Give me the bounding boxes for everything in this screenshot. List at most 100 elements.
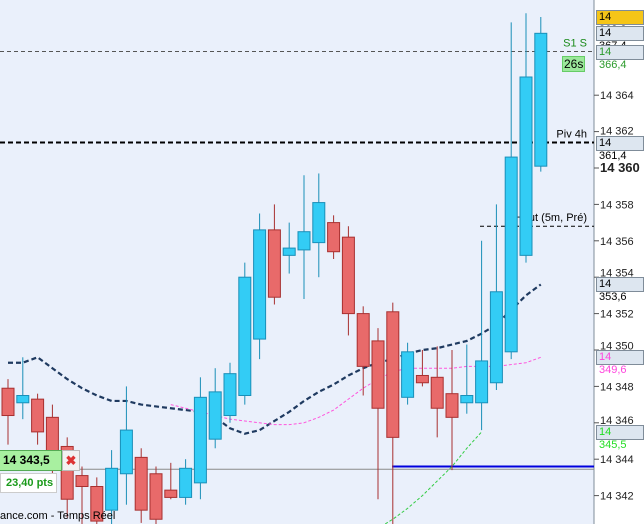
moving-average-line bbox=[384, 431, 482, 524]
price-tag: 14 345,5 bbox=[596, 424, 644, 451]
candle bbox=[45, 404, 59, 487]
y-tick-label: 14 356 bbox=[600, 236, 634, 248]
y-tick-label: 14 350 bbox=[600, 340, 634, 352]
candle-body bbox=[371, 340, 385, 409]
candle bbox=[356, 306, 370, 396]
y-tick-label: 14 362 bbox=[600, 126, 634, 138]
candle bbox=[401, 342, 415, 405]
price-tag: 14 368,3 bbox=[596, 9, 644, 36]
candle bbox=[238, 262, 252, 405]
candle bbox=[208, 368, 222, 449]
candle-body bbox=[193, 396, 207, 484]
candle-body bbox=[519, 76, 533, 256]
candle-body bbox=[504, 156, 518, 353]
candle-body bbox=[105, 467, 119, 511]
candle-body bbox=[149, 473, 163, 520]
order-box[interactable]: 14 343,5 bbox=[0, 450, 62, 471]
candle-body bbox=[208, 391, 222, 440]
candle-body bbox=[401, 351, 415, 398]
order-distance: 23,40 pts bbox=[0, 473, 57, 493]
candle bbox=[504, 22, 518, 360]
level-label: Piv 4h bbox=[556, 129, 587, 141]
candle bbox=[253, 213, 267, 360]
candle-body bbox=[475, 360, 489, 404]
candle bbox=[327, 215, 341, 259]
candle bbox=[489, 204, 503, 391]
y-tick-label: 14 358 bbox=[600, 199, 634, 211]
candle bbox=[1, 379, 15, 445]
candle bbox=[16, 357, 30, 420]
moving-average-line bbox=[8, 283, 542, 435]
candle bbox=[460, 344, 474, 414]
candle bbox=[371, 328, 385, 500]
cancel-order-button[interactable]: ✖ bbox=[62, 450, 80, 471]
y-tick-label: 14 342 bbox=[600, 491, 634, 503]
candle-body bbox=[179, 467, 193, 498]
candle-body bbox=[267, 229, 281, 298]
candle bbox=[534, 16, 548, 172]
level-label: Haut (5m, Pré) bbox=[515, 212, 587, 224]
y-tick-label: 14 348 bbox=[600, 381, 634, 393]
candle-body bbox=[534, 32, 548, 167]
candle-body bbox=[90, 486, 104, 522]
candle bbox=[149, 466, 163, 524]
level-label: S1 S bbox=[563, 38, 587, 50]
order-price: 14 343,5 bbox=[3, 453, 50, 467]
candle bbox=[415, 350, 429, 387]
candle bbox=[223, 362, 237, 423]
candle-body bbox=[430, 376, 444, 409]
y-tick-label: 14 346 bbox=[600, 415, 634, 427]
candle bbox=[386, 302, 400, 524]
candle bbox=[445, 350, 459, 471]
candle-body bbox=[1, 387, 15, 417]
candle-body bbox=[119, 429, 133, 475]
y-tick-label: 14 352 bbox=[600, 309, 634, 321]
candle bbox=[75, 466, 89, 524]
footer-source: ance.com - Temps Réel bbox=[0, 510, 116, 522]
candle bbox=[312, 173, 326, 278]
candle bbox=[267, 204, 281, 305]
candle-body bbox=[327, 222, 341, 253]
candle-body bbox=[253, 229, 267, 340]
candle-body bbox=[356, 313, 370, 367]
y-tick-label: 14 354 bbox=[600, 267, 634, 279]
candle bbox=[519, 13, 533, 263]
candle bbox=[90, 477, 104, 524]
price-tag: 14 349,6 bbox=[596, 350, 644, 376]
candle bbox=[341, 226, 355, 336]
candle bbox=[282, 222, 296, 274]
price-tag: 14 367,4 bbox=[596, 26, 644, 52]
candle bbox=[179, 459, 193, 505]
candle-body bbox=[238, 276, 252, 397]
candle-body bbox=[134, 456, 148, 511]
price-tag: 14 361,4 bbox=[596, 135, 644, 162]
candle-body bbox=[297, 231, 311, 251]
candle bbox=[430, 346, 444, 438]
y-tick-label: 14 344 bbox=[600, 454, 634, 466]
candle-body bbox=[16, 395, 30, 404]
y-tick-label: 14 364 bbox=[600, 90, 634, 102]
candle bbox=[297, 175, 311, 300]
plot-background bbox=[0, 0, 594, 524]
candle bbox=[475, 240, 489, 431]
candle-body bbox=[341, 236, 355, 315]
candle-body bbox=[223, 373, 237, 417]
candle-body bbox=[31, 398, 45, 433]
candle-body bbox=[282, 247, 296, 256]
price-tag: 14 353,6 bbox=[596, 277, 644, 303]
candle-body bbox=[445, 393, 459, 418]
candle-body bbox=[460, 395, 474, 404]
candle-body bbox=[415, 374, 429, 384]
y-tick-label: 14 360 bbox=[600, 160, 640, 175]
candle bbox=[193, 377, 207, 500]
price-tag: 14 366,4 bbox=[596, 44, 644, 71]
candle-body bbox=[75, 475, 89, 487]
candle-body bbox=[386, 311, 400, 438]
candle bbox=[31, 393, 45, 445]
candle-body bbox=[489, 291, 503, 384]
candle bbox=[119, 386, 133, 505]
candle-body bbox=[312, 202, 326, 244]
candle bbox=[105, 450, 119, 524]
